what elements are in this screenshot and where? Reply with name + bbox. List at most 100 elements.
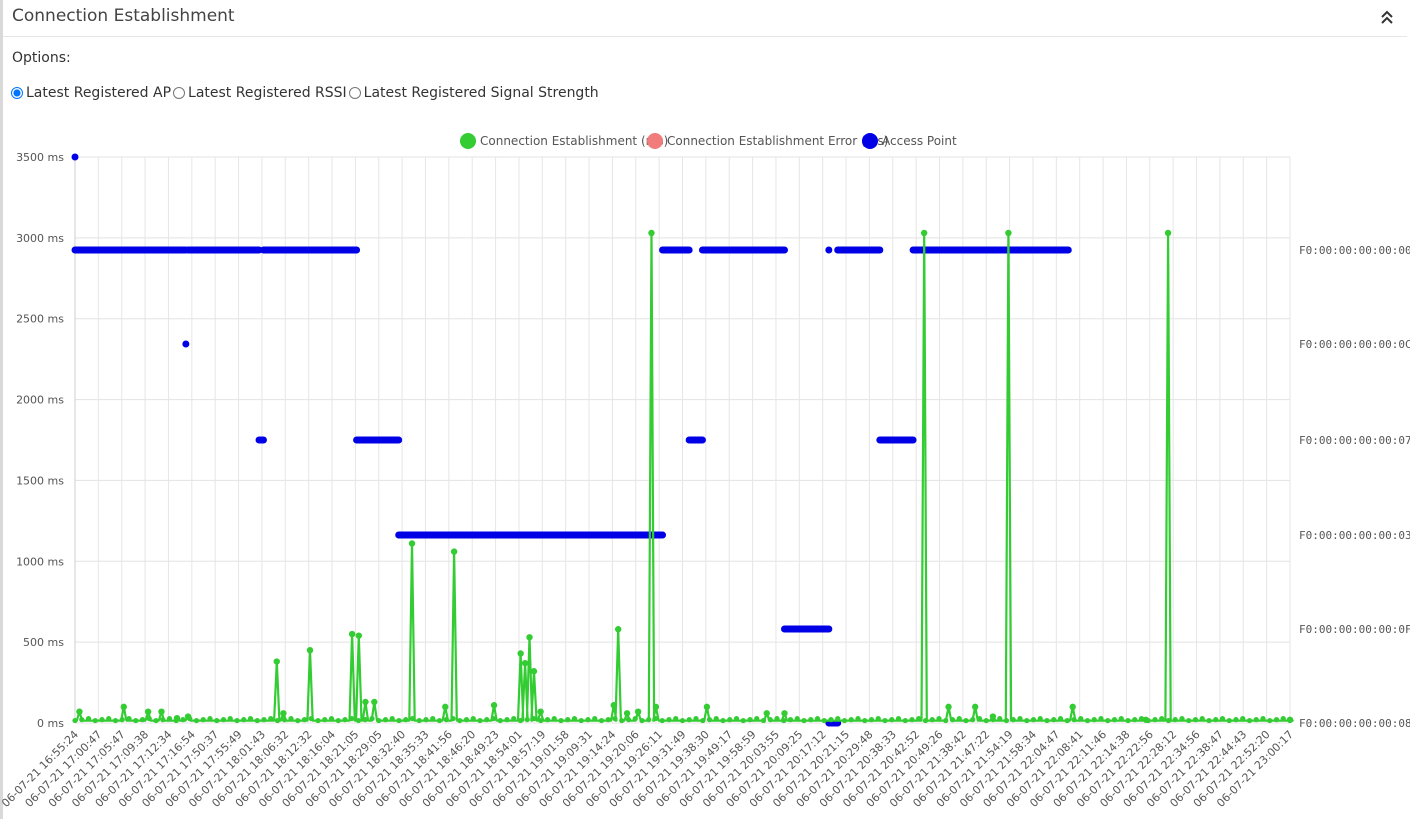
- ap-point: [71, 153, 79, 161]
- connection-point: [153, 717, 159, 724]
- connection-point: [322, 717, 328, 723]
- connection-point: [693, 716, 699, 722]
- connection-spike-point: [1142, 716, 1150, 723]
- connection-point: [1125, 717, 1131, 724]
- radio-label-latest-signal[interactable]: Latest Registered Signal Strength: [363, 85, 599, 101]
- connection-point: [760, 717, 767, 724]
- connection-point: [160, 717, 166, 723]
- connection-spike-point: [355, 632, 362, 639]
- radio-label-latest-ap[interactable]: Latest Registered AP: [26, 85, 172, 101]
- connection-point: [720, 717, 726, 724]
- connection-point: [551, 716, 557, 722]
- connection-point: [1030, 717, 1037, 723]
- connection-point: [477, 717, 483, 724]
- connection-point: [1172, 717, 1178, 723]
- connection-point: [801, 717, 807, 724]
- connection-spike-point: [158, 708, 165, 715]
- connection-point: [598, 717, 605, 724]
- connection-point: [200, 717, 206, 723]
- connection-point: [895, 716, 902, 722]
- connection-point: [1280, 716, 1286, 722]
- connection-point: [686, 717, 692, 723]
- connection-point: [713, 716, 719, 722]
- connection-point: [1057, 716, 1064, 722]
- radio-latest-ap[interactable]: [11, 87, 23, 99]
- connection-point: [787, 717, 794, 723]
- connection-point: [396, 717, 402, 724]
- connection-spike-point: [521, 659, 529, 667]
- connection-point: [227, 716, 233, 722]
- connection-point: [288, 716, 294, 722]
- connection-spike-point: [971, 703, 979, 711]
- connection-point: [531, 716, 537, 722]
- connection-spike-point: [1005, 229, 1012, 237]
- connection-point: [639, 717, 645, 724]
- connection-point: [902, 717, 908, 724]
- connection-point: [1105, 717, 1111, 724]
- radio-option-latest-ap[interactable]: Latest Registered AP: [11, 85, 173, 101]
- radio-latest-rssi[interactable]: [173, 87, 186, 99]
- connection-point: [146, 716, 152, 722]
- connection-point: [220, 717, 227, 723]
- connection-point: [85, 716, 92, 722]
- connection-point: [1253, 717, 1259, 723]
- connection-point: [781, 717, 787, 724]
- connection-point: [565, 717, 571, 723]
- connection-point: [916, 716, 922, 722]
- connection-point: [970, 717, 976, 723]
- connection-spike-point: [120, 703, 127, 711]
- connection-point: [1051, 717, 1057, 723]
- connection-point: [835, 716, 841, 722]
- connection-point: [875, 716, 881, 722]
- connection-point: [92, 717, 98, 724]
- connection-spike-point: [763, 710, 770, 717]
- connection-spike-point: [530, 668, 538, 675]
- legend-marker: [862, 133, 878, 149]
- connection-point: [632, 716, 638, 722]
- connection-spike-point: [348, 630, 356, 638]
- connection-point: [1260, 716, 1266, 722]
- options-label: Options:: [12, 50, 71, 66]
- connection-point: [538, 717, 544, 724]
- connection-point: [1111, 717, 1118, 723]
- connection-chart: 0 ms 500 ms 1000 ms 1500 ms 2000 ms 2500 ms 30…: [0, 133, 1410, 810]
- connection-point: [855, 716, 861, 722]
- y-tick-label: 3500 ms: [16, 151, 64, 164]
- connection-point: [436, 717, 443, 724]
- connection-line: [75, 231, 1294, 722]
- connection-point: [443, 717, 449, 723]
- connection-point: [72, 717, 78, 724]
- connection-point: [403, 717, 409, 723]
- connection-point: [814, 716, 821, 722]
- connection-point: [767, 717, 773, 723]
- connection-point: [450, 716, 456, 722]
- connection-point: [369, 716, 375, 722]
- radio-latest-signal[interactable]: [348, 87, 361, 99]
- connection-point: [484, 717, 490, 723]
- chevron-double-up-icon[interactable]: [1379, 8, 1395, 26]
- connection-point: [139, 717, 146, 723]
- connection-point: [592, 716, 598, 722]
- connection-point: [963, 717, 969, 724]
- connection-point: [585, 717, 591, 723]
- connection-point: [1273, 717, 1280, 723]
- connection-spike-point: [1069, 703, 1076, 711]
- connection-spike-point: [537, 708, 544, 715]
- connection-spike-point: [623, 710, 631, 717]
- connection-point: [99, 717, 105, 723]
- connection-point: [497, 717, 503, 724]
- connection-spike-point: [144, 708, 152, 715]
- connection-point: [342, 717, 348, 723]
- radio-option-latest-rssi[interactable]: Latest Registered RSSI: [173, 85, 349, 101]
- legend-marker: [460, 133, 476, 149]
- connection-point: [727, 717, 733, 723]
- ap-axis-label: F0:00:00:00:00:00: [1299, 244, 1410, 257]
- legend-marker: [647, 133, 663, 149]
- connection-point: [646, 717, 652, 723]
- y-tick-label: 1500 ms: [16, 474, 64, 487]
- ap-point: [182, 340, 190, 348]
- y-tick-label: 2000 ms: [16, 394, 64, 407]
- radio-label-latest-rssi[interactable]: Latest Registered RSSI: [188, 85, 347, 101]
- connection-spike-point: [408, 540, 416, 547]
- radio-option-latest-signal[interactable]: Latest Registered Signal Strength: [348, 85, 601, 101]
